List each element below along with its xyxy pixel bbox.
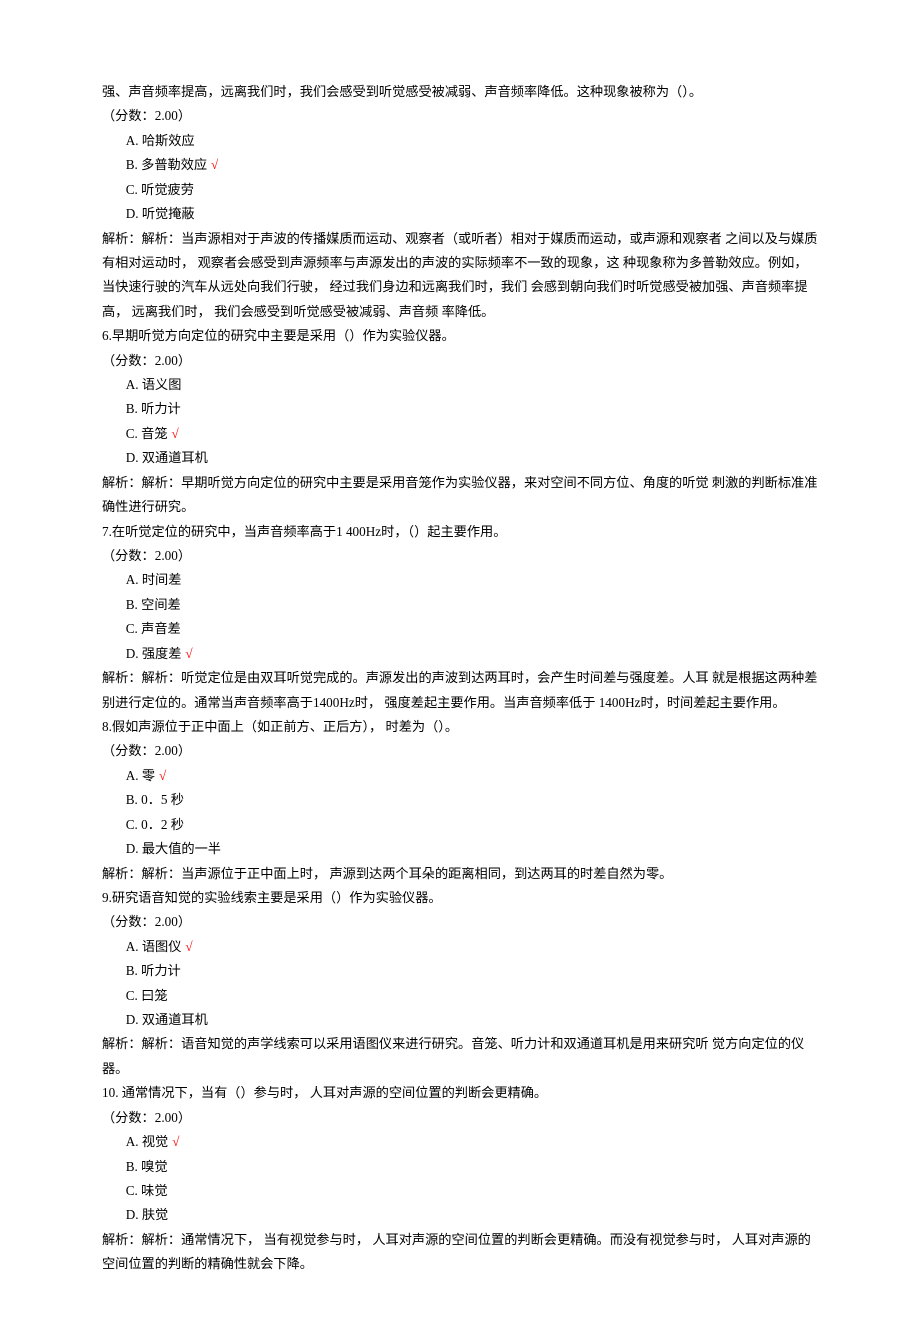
option-label: C. 听觉疲劳 xyxy=(126,182,194,197)
option-c: C. 味觉 xyxy=(102,1179,818,1203)
option-label: B. 多普勒效应 xyxy=(126,157,207,172)
question-text: 假如声源位于正中面上（如正前方、正后方）， 时差为（）。 xyxy=(112,719,458,734)
question-score: （分数：2.00） xyxy=(102,544,818,568)
question-explanation: 解析：解析：当声源相对于声波的传播媒质而运动、观察者（或听者）相对于媒质而运动，… xyxy=(102,227,818,325)
option-c: C. 声音差 xyxy=(102,617,818,641)
correct-mark-icon: √ xyxy=(172,1134,179,1149)
option-label: A. 哈斯效应 xyxy=(126,133,195,148)
option-label: B. 听力计 xyxy=(126,963,181,978)
option-label: C. 声音差 xyxy=(126,621,181,636)
correct-mark-icon: √ xyxy=(171,426,178,441)
question-number: 8. xyxy=(102,719,112,734)
option-a: A. 语图仪√ xyxy=(102,935,818,959)
question-text: 通常情况下，当有（）参与时， 人耳对声源的空间位置的判断会更精确。 xyxy=(118,1085,547,1100)
option-label: A. 零 xyxy=(126,768,155,783)
question-explanation: 解析：解析：通常情况下， 当有视觉参与时， 人耳对声源的空间位置的判断会更精确。… xyxy=(102,1228,818,1277)
option-label: A. 语义图 xyxy=(126,377,182,392)
question-stem: 8.假如声源位于正中面上（如正前方、正后方）， 时差为（）。 xyxy=(102,715,818,739)
question-text: 在听觉定位的研究中，当声音频率高于1 400Hz时，（）起主要作用。 xyxy=(112,524,507,539)
option-d: D. 双通道耳机 xyxy=(102,1008,818,1032)
question-number: 6. xyxy=(102,328,112,343)
option-label: D. 肤觉 xyxy=(126,1207,169,1222)
option-c: C. 0．2 秒 xyxy=(102,813,818,837)
question-score: （分数：2.00） xyxy=(102,910,818,934)
option-label: A. 时间差 xyxy=(126,572,182,587)
option-label: B. 嗅觉 xyxy=(126,1159,168,1174)
question-number: 7. xyxy=(102,524,112,539)
correct-mark-icon: √ xyxy=(185,646,192,661)
correct-mark-icon: √ xyxy=(159,768,166,783)
option-label: C. 曰笼 xyxy=(126,988,168,1003)
question-stem: 10. 通常情况下，当有（）参与时， 人耳对声源的空间位置的判断会更精确。 xyxy=(102,1081,818,1105)
option-c: C. 曰笼 xyxy=(102,984,818,1008)
option-label: D. 强度差 xyxy=(126,646,182,661)
question-text: 早期听觉方向定位的研究中主要是采用（）作为实验仪器。 xyxy=(112,328,455,343)
option-label: C. 0．2 秒 xyxy=(126,817,184,832)
question-score: （分数：2.00） xyxy=(102,739,818,763)
option-label: C. 味觉 xyxy=(126,1183,168,1198)
option-a: A. 零 √ xyxy=(102,764,818,788)
option-d: D. 强度差√ xyxy=(102,642,818,666)
question-score: （分数：2.00） xyxy=(102,349,818,373)
option-d: D. 听觉掩蔽 xyxy=(102,202,818,226)
option-label: D. 双通道耳机 xyxy=(126,450,208,465)
correct-mark-icon: √ xyxy=(211,157,218,172)
option-label: B. 空间差 xyxy=(126,597,181,612)
question-stem-continuation: 强、声音频率提高，远离我们时，我们会感受到听觉感受被减弱、声音频率降低。这种现象… xyxy=(102,80,818,104)
question-text: 研究语音知觉的实验线索主要是采用（）作为实验仪器。 xyxy=(112,890,442,905)
option-d: D. 双通道耳机 xyxy=(102,446,818,470)
option-d: D. 最大值的一半 xyxy=(102,837,818,861)
option-label: B. 0．5 秒 xyxy=(126,792,184,807)
question-explanation: 解析：解析：当声源位于正中面上时， 声源到达两个耳朵的距离相同，到达两耳的时差自… xyxy=(102,862,818,886)
option-label: D. 最大值的一半 xyxy=(126,841,221,856)
question-stem: 7.在听觉定位的研究中，当声音频率高于1 400Hz时，（）起主要作用。 xyxy=(102,520,818,544)
question-stem: 6.早期听觉方向定位的研究中主要是采用（）作为实验仪器。 xyxy=(102,324,818,348)
question-score: （分数：2.00） xyxy=(102,104,818,128)
option-c: C. 音笼√ xyxy=(102,422,818,446)
question-explanation: 解析：解析：听觉定位是由双耳听觉完成的。声源发出的声波到达两耳时，会产生时间差与… xyxy=(102,666,818,715)
option-b: B. 嗅觉 xyxy=(102,1155,818,1179)
question-number: 10. xyxy=(102,1085,118,1100)
option-label: D. 双通道耳机 xyxy=(126,1012,208,1027)
question-explanation: 解析：解析：早期听觉方向定位的研究中主要是采用音笼作为实验仪器，来对空间不同方位… xyxy=(102,471,818,520)
document-page: 强、声音频率提高，远离我们时，我们会感受到听觉感受被减弱、声音频率降低。这种现象… xyxy=(0,0,920,1337)
option-b: B. 听力计 xyxy=(102,959,818,983)
question-number: 9. xyxy=(102,890,112,905)
option-b: B. 空间差 xyxy=(102,593,818,617)
option-label: A. 语图仪 xyxy=(126,939,182,954)
option-d: D. 肤觉 xyxy=(102,1203,818,1227)
option-b: B. 听力计 xyxy=(102,397,818,421)
option-label: C. 音笼 xyxy=(126,426,168,441)
option-b: B. 0．5 秒 xyxy=(102,788,818,812)
option-a: A. 哈斯效应 xyxy=(102,129,818,153)
question-explanation: 解析：解析：语音知觉的声学线索可以采用语图仪来进行研究。音笼、听力计和双通道耳机… xyxy=(102,1032,818,1081)
option-label: D. 听觉掩蔽 xyxy=(126,206,195,221)
question-stem: 9.研究语音知觉的实验线索主要是采用（）作为实验仪器。 xyxy=(102,886,818,910)
option-c: C. 听觉疲劳 xyxy=(102,178,818,202)
option-a: A. 时间差 xyxy=(102,568,818,592)
option-a: A. 视觉√ xyxy=(102,1130,818,1154)
option-a: A. 语义图 xyxy=(102,373,818,397)
option-label: A. 视觉 xyxy=(126,1134,169,1149)
question-score: （分数：2.00） xyxy=(102,1106,818,1130)
option-b: B. 多普勒效应 √ xyxy=(102,153,818,177)
option-label: B. 听力计 xyxy=(126,401,181,416)
correct-mark-icon: √ xyxy=(185,939,192,954)
